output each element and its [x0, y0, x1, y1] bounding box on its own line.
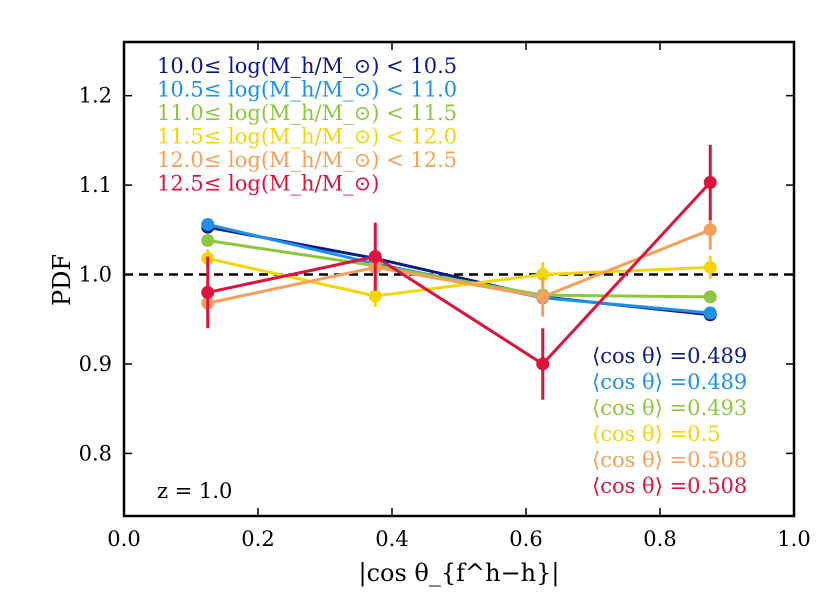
y-tick-label: 1.2 — [79, 84, 112, 108]
data-point — [703, 306, 717, 320]
data-point — [201, 217, 215, 231]
data-point — [703, 260, 717, 274]
x-tick-label: 0.8 — [643, 527, 676, 551]
legend-entry: 11.0≤ log(M_h/M_⊙) < 11.5 — [157, 101, 457, 125]
mean-cos-label: ⟨cos θ⟩ =0.489 — [592, 370, 747, 394]
data-point — [536, 268, 550, 282]
mean-labels-layer: ⟨cos θ⟩ =0.489⟨cos θ⟩ =0.489⟨cos θ⟩ =0.4… — [592, 344, 747, 498]
mean-cos-label: ⟨cos θ⟩ =0.489 — [592, 344, 747, 368]
legend-entry: 12.5≤ log(M_h/M_⊙) — [157, 172, 379, 196]
data-point — [703, 175, 717, 189]
series-5 — [201, 210, 717, 322]
series-line — [207, 256, 711, 298]
series-line — [207, 228, 711, 305]
legend-entry: 11.5≤ log(M_h/M_⊙) < 12.0 — [157, 125, 457, 149]
x-tick-label: 0.2 — [241, 527, 274, 551]
series-3 — [201, 234, 717, 304]
legend-entry: 12.0≤ log(M_h/M_⊙) < 12.5 — [157, 148, 457, 172]
y-tick-label: 0.8 — [79, 441, 112, 465]
series-line — [207, 181, 712, 366]
data-point — [703, 223, 717, 237]
ticks-layer: 0.0 0.2 0.4 0.6 0.8 1.0 0.8 0.9 1.0 1.1 1.2 — [79, 42, 811, 551]
series-line — [207, 239, 711, 299]
x-axis-label: |cos θ_{f^h−h}| — [358, 559, 559, 588]
mean-cos-label: ⟨cos θ⟩ =0.5 — [592, 422, 721, 446]
y-tick-label: 1.0 — [79, 263, 112, 287]
x-tick-label: 0.6 — [509, 527, 542, 551]
y-axis-label: PDF — [48, 254, 76, 306]
plot-frame — [122, 40, 796, 518]
legend-entry: 10.0≤ log(M_h/M_⊙) < 10.5 — [157, 54, 457, 78]
data-point — [201, 234, 215, 248]
data-point — [536, 357, 550, 371]
series-2 — [201, 217, 717, 320]
x-tick-label: 0.0 — [107, 527, 140, 551]
legend-layer: 10.0≤ log(M_h/M_⊙) < 10.510.5≤ log(M_h/M… — [157, 54, 457, 196]
x-tick-label: 0.4 — [375, 527, 408, 551]
mean-cos-label: ⟨cos θ⟩ =0.508 — [592, 448, 747, 472]
x-tick-label: 1.0 — [777, 527, 810, 551]
y-tick-label: 1.1 — [79, 173, 112, 197]
series-line — [207, 222, 711, 315]
y-tick-label: 0.9 — [79, 352, 112, 376]
mean-cos-label: ⟨cos θ⟩ =0.493 — [592, 396, 747, 420]
data-point — [703, 290, 717, 304]
data-point — [201, 285, 215, 299]
data-point — [536, 290, 550, 304]
mean-cos-label: ⟨cos θ⟩ =0.508 — [592, 474, 747, 498]
redshift-annotation: z = 1.0 — [157, 479, 232, 503]
series-layer — [201, 144, 717, 400]
series-6 — [201, 144, 717, 400]
series-4 — [201, 249, 717, 307]
legend-entry: 10.5≤ log(M_h/M_⊙) < 11.0 — [157, 78, 457, 102]
data-point — [368, 250, 382, 264]
data-point — [368, 289, 382, 303]
